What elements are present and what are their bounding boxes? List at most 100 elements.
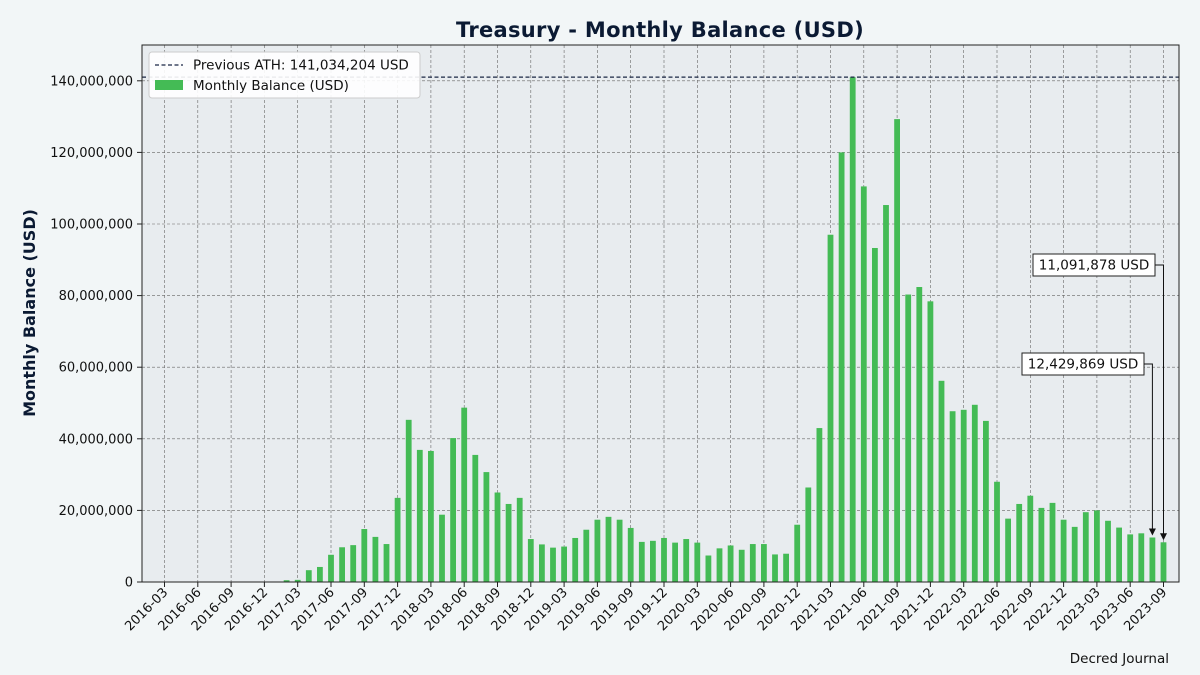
bar-2017-07 <box>339 547 345 582</box>
bar-2017-05 <box>317 566 323 582</box>
bar-2019-12 <box>661 537 667 582</box>
bar-2019-04 <box>572 537 579 582</box>
bar-2017-02 <box>283 580 290 582</box>
y-tick-label: 60,000,000 <box>59 361 133 376</box>
bar-2017-11 <box>383 544 390 582</box>
bar-2019-09 <box>627 527 634 582</box>
bar-2023-05 <box>1116 527 1122 582</box>
bar-2018-01 <box>405 419 412 582</box>
bar-2021-08 <box>883 205 889 582</box>
bar-2018-07 <box>472 454 479 582</box>
bar-2018-02 <box>416 449 423 582</box>
bar-2020-11 <box>783 553 789 582</box>
bar-2020-02 <box>683 539 690 582</box>
bar-2020-12 <box>794 524 801 582</box>
bar-2019-10 <box>638 541 645 582</box>
bar-2023-02 <box>1082 512 1089 582</box>
legend-swatch-monthly-balance <box>155 80 183 90</box>
legend-entry-reference-line: Previous ATH: 141,034,204 USD <box>193 58 409 74</box>
y-tick-label: 20,000,000 <box>59 504 133 519</box>
bar-2018-04 <box>439 514 445 582</box>
annotation-arrow-head <box>1160 533 1167 541</box>
bar-2022-06 <box>994 481 1000 582</box>
annotations: 11,091,878 USD 12,429,869 USD <box>1021 253 1167 541</box>
y-tick-label: 40,000,000 <box>59 432 133 447</box>
bar-2022-11 <box>1049 502 1056 582</box>
bar-series <box>283 77 1167 583</box>
bar-2020-04 <box>705 555 712 582</box>
bar-2021-09 <box>894 119 900 583</box>
bar-2019-11 <box>650 540 656 582</box>
bar-2021-10 <box>905 294 912 582</box>
bar-2017-04 <box>305 570 312 582</box>
bar-2021-02 <box>816 428 823 582</box>
bar-2021-04 <box>838 152 845 582</box>
bar-2018-11 <box>516 497 523 582</box>
bar-2020-09 <box>761 544 767 582</box>
bar-2022-12 <box>1060 519 1067 582</box>
bar-2023-08 <box>1149 537 1156 582</box>
bar-2022-02 <box>949 411 956 582</box>
bar-2023-06 <box>1127 534 1134 582</box>
annotation-arrow-head <box>1148 528 1156 536</box>
bar-2023-03 <box>1094 510 1100 582</box>
bar-2022-03 <box>960 409 967 582</box>
x-axis-ticks: 2016-032016-062016-092016-122017-032017-… <box>122 582 1170 634</box>
bar-2017-09 <box>361 529 368 582</box>
bar-2022-04 <box>971 404 978 582</box>
annotation-label: 11,091,878 USD <box>1039 258 1149 274</box>
bar-2023-04 <box>1105 520 1111 582</box>
bar-2020-01 <box>672 542 678 582</box>
bar-2021-12 <box>927 301 934 582</box>
bar-2023-01 <box>1071 526 1078 582</box>
bar-2020-06 <box>727 545 734 582</box>
bar-2017-12 <box>394 497 401 582</box>
bar-2020-08 <box>749 544 756 582</box>
bar-2017-08 <box>350 545 357 582</box>
bar-2023-07 <box>1138 533 1145 582</box>
chart-title: Treasury - Monthly Balance (USD) <box>456 18 864 42</box>
bar-2019-05 <box>583 529 590 582</box>
bar-2018-10 <box>505 503 512 582</box>
bar-2019-06 <box>594 519 601 582</box>
bar-2017-10 <box>372 536 379 582</box>
annotation-arrow-line <box>1155 264 1164 535</box>
bar-2020-05 <box>716 548 723 582</box>
bar-2019-08 <box>616 519 623 582</box>
y-tick-label: 100,000,000 <box>50 218 133 233</box>
plot-frame <box>141 44 1180 583</box>
bar-2022-10 <box>1038 507 1045 582</box>
bar-2021-11 <box>916 287 923 582</box>
credit-text: Decred Journal <box>1070 651 1169 667</box>
y-axis-ticks: 0 20,000,000 40,000,000 60,000,000 80,000,00… <box>50 74 142 591</box>
bar-2018-12 <box>527 539 534 582</box>
bar-2022-07 <box>1005 518 1011 582</box>
bar-2022-09 <box>1027 495 1034 582</box>
bar-2018-09 <box>494 492 501 582</box>
bar-2020-10 <box>772 554 778 582</box>
bar-2020-07 <box>738 549 745 582</box>
bar-2021-03 <box>827 234 834 583</box>
bar-2021-01 <box>805 487 812 582</box>
bar-2021-05 <box>849 77 856 582</box>
bar-2023-09 <box>1160 542 1167 582</box>
bar-2019-02 <box>550 547 556 582</box>
bar-2018-03 <box>428 450 434 582</box>
y-tick-label: 120,000,000 <box>50 146 133 161</box>
legend-box <box>148 51 421 99</box>
bar-2021-06 <box>860 186 867 582</box>
plot-area <box>142 45 1179 582</box>
legend: Previous ATH: 141,034,204 USD Monthly Ba… <box>148 51 421 99</box>
bar-2022-05 <box>983 420 989 582</box>
y-tick-label: 140,000,000 <box>50 74 133 89</box>
bar-2018-08 <box>483 472 490 582</box>
bar-2019-03 <box>561 546 567 582</box>
bar-2018-06 <box>461 407 468 582</box>
bar-2020-03 <box>694 542 701 582</box>
legend-entry-monthly-balance: Monthly Balance (USD) <box>193 78 349 94</box>
bar-2022-01 <box>938 380 945 582</box>
bar-2018-05 <box>450 438 456 582</box>
y-tick-label: 0 <box>125 576 133 591</box>
bar-2017-06 <box>328 554 334 582</box>
